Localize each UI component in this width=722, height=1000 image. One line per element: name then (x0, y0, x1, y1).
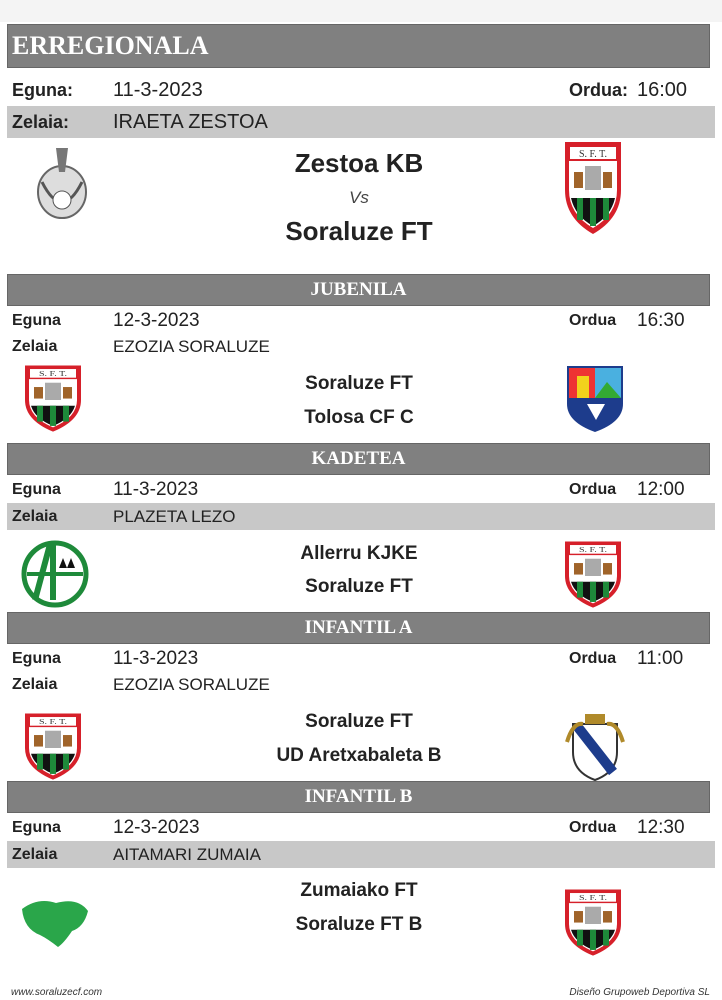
day-label: Eguna (12, 481, 61, 498)
home-team: Zumaiako FT (300, 880, 418, 901)
footer-website[interactable]: www.soraluzecf.com (11, 987, 103, 998)
match-time: 11:00 (637, 648, 684, 669)
date-row: Eguna 12-3-2023 Ordua 12:30 (7, 815, 715, 841)
zestoa-crest-icon (37, 148, 87, 219)
home-team: Zestoa KB (294, 148, 424, 178)
match-date: 11-3-2023 (113, 479, 199, 500)
soraluze-crest-icon: S. F. T. (24, 364, 82, 433)
category-header: ERREGIONALA (7, 24, 710, 68)
allerru-crest-icon (21, 540, 89, 608)
field-row: Zelaia EZOZIA SORALUZE (7, 672, 715, 698)
day-label: Eguna (12, 650, 61, 667)
category-header: KADETEA (7, 443, 710, 475)
zumaia-crest-icon (22, 901, 88, 947)
crest-text: S. F. T. (579, 546, 607, 554)
away-team: Soraluze FT (305, 576, 413, 597)
footer-credit: Diseño Grupoweb Deportiva SL (569, 987, 710, 998)
time-label: Ordua (569, 312, 617, 329)
match-time: 12:30 (637, 817, 685, 838)
crest-text: S. F. T. (579, 894, 607, 902)
field-label: Zelaia: (12, 112, 70, 132)
time-label: Ordua (569, 650, 617, 667)
date-row: Eguna 11-3-2023 Ordua 12:00 (7, 477, 715, 503)
time-label: Ordua (569, 819, 617, 836)
date-row: Eguna: 11-3-2023 Ordua: 16:00 (7, 74, 715, 106)
match-field: IRAETA ZESTOA (113, 111, 268, 133)
field-label: Zelaia (12, 338, 58, 355)
match-field: EZOZIA SORALUZE (113, 337, 270, 356)
date-row: Eguna 12-3-2023 Ordua 16:30 (7, 308, 715, 334)
crest-text: S. F. T. (39, 718, 67, 726)
category-header: JUBENILA (7, 274, 710, 306)
away-team: Tolosa CF C (304, 407, 414, 428)
field-label: Zelaia (12, 846, 58, 863)
field-row: Zelaia EZOZIA SORALUZE (7, 334, 715, 360)
match-time: 12:00 (637, 479, 685, 500)
match-time: 16:00 (637, 79, 688, 101)
day-label: Eguna: (12, 80, 73, 100)
match-field: AITAMARI ZUMAIA (113, 845, 261, 864)
top-strip (0, 0, 722, 22)
away-team: Soraluze FT (285, 216, 433, 246)
field-row: Zelaia AITAMARI ZUMAIA (7, 841, 715, 868)
day-label: Eguna (12, 819, 61, 836)
match-date: 12-3-2023 (113, 310, 200, 331)
aretxabaleta-crest-icon (565, 714, 625, 782)
soraluze-crest-icon: S. F. T. (564, 888, 622, 957)
category-header: INFANTIL B (7, 781, 710, 813)
day-label: Eguna (12, 312, 61, 329)
match-field: PLAZETA LEZO (113, 507, 236, 526)
tolosa-crest-icon (567, 366, 623, 432)
date-row: Eguna 11-3-2023 Ordua 11:00 (7, 646, 715, 672)
field-row: Zelaia PLAZETA LEZO (7, 503, 715, 530)
away-team: UD Aretxabaleta B (276, 745, 442, 766)
soraluze-crest-icon: S. F. T. (564, 540, 622, 609)
time-label: Ordua (569, 481, 617, 498)
match-date: 11-3-2023 (113, 79, 203, 101)
crest-text: S. F. T. (579, 149, 607, 160)
vs-label: Vs (349, 188, 369, 207)
match-time: 16:30 (637, 310, 685, 331)
away-team: Soraluze FT B (295, 914, 423, 935)
field-label: Zelaia (12, 508, 58, 525)
field-label: Zelaia (12, 676, 58, 693)
category-header: INFANTIL A (7, 612, 710, 644)
home-team: Soraluze FT (305, 373, 413, 394)
soraluze-crest-icon: S. F. T. (24, 712, 82, 781)
match-field: EZOZIA SORALUZE (113, 675, 270, 694)
match-date: 12-3-2023 (113, 817, 200, 838)
home-team: Soraluze FT (305, 711, 413, 732)
field-row: Zelaia: IRAETA ZESTOA (7, 106, 715, 138)
home-team: Allerru KJKE (300, 543, 418, 564)
match-date: 11-3-2023 (113, 648, 199, 669)
crest-text: S. F. T. (39, 370, 67, 378)
time-label: Ordua: (569, 80, 629, 100)
soraluze-crest-icon: S. F. T. (564, 141, 622, 235)
